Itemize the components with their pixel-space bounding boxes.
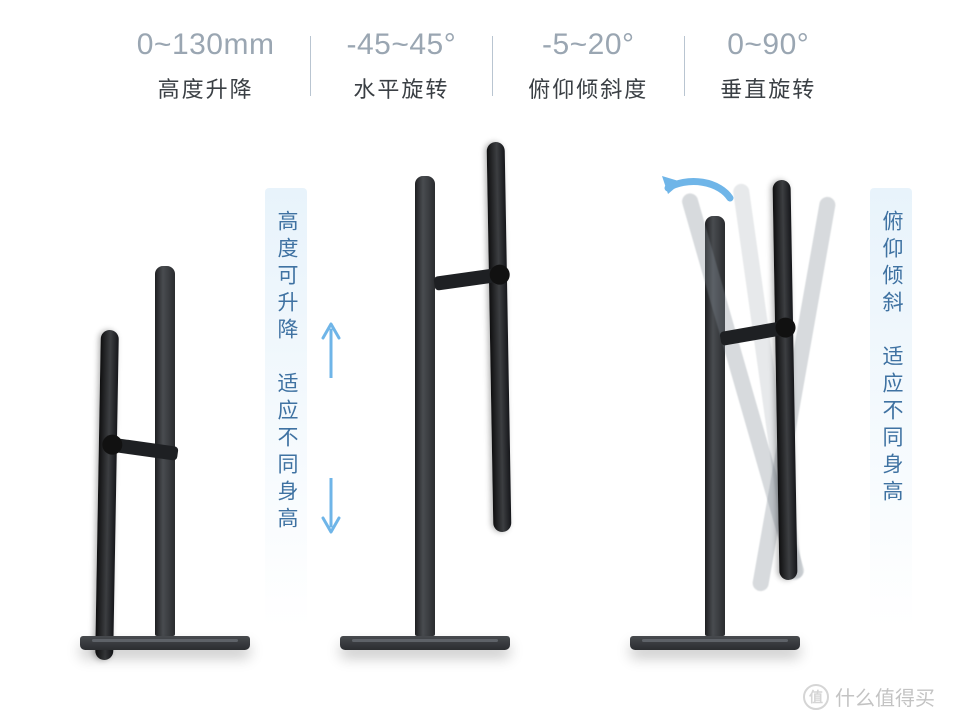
arrow-up-icon [320, 318, 342, 378]
spec-tilt: -5~20° 俯仰倾斜度 [492, 28, 684, 104]
monitor-column [415, 176, 435, 636]
monitor-tilt-demo [620, 216, 810, 650]
monitor-base [80, 636, 250, 650]
illustration-stage: 高度可升降 适应不同身高 俯仰倾斜 适应不同身高 [0, 138, 953, 698]
spec-swivel: -45~45° 水平旋转 [310, 28, 492, 104]
watermark: 值 什么值得买 [803, 682, 935, 711]
spec-row: 0~130mm 高度升降 -45~45° 水平旋转 -5~20° 俯仰倾斜度 0… [0, 0, 953, 104]
watermark-badge-icon: 值 [803, 684, 829, 710]
strip-text: 俯仰倾斜 适应不同身高 [876, 210, 906, 507]
spec-label: 水平旋转 [353, 72, 449, 104]
monitor-base [630, 636, 800, 650]
spec-pivot: 0~90° 垂直旋转 [684, 28, 852, 104]
monitor-high-position [340, 176, 510, 650]
monitor-panel [487, 142, 512, 532]
monitor-low-position [80, 266, 250, 650]
spec-label: 俯仰倾斜度 [528, 72, 648, 104]
watermark-text: 什么值得买 [835, 682, 935, 711]
spec-value: 0~130mm [137, 28, 275, 62]
spec-value: -45~45° [346, 28, 456, 62]
strip-tilt: 俯仰倾斜 适应不同身高 [870, 188, 912, 628]
spec-label: 高度升降 [158, 72, 254, 104]
monitor-base [340, 636, 510, 650]
arrow-down-icon [320, 478, 342, 538]
spec-label: 垂直旋转 [720, 72, 816, 104]
strip-text: 高度可升降 适应不同身高 [271, 210, 301, 534]
spec-value: -5~20° [542, 28, 635, 62]
strip-height-adjust: 高度可升降 适应不同身高 [265, 188, 307, 628]
spec-height: 0~130mm 高度升降 [101, 28, 311, 104]
monitor-panel [95, 330, 119, 660]
spec-value: 0~90° [727, 28, 809, 62]
